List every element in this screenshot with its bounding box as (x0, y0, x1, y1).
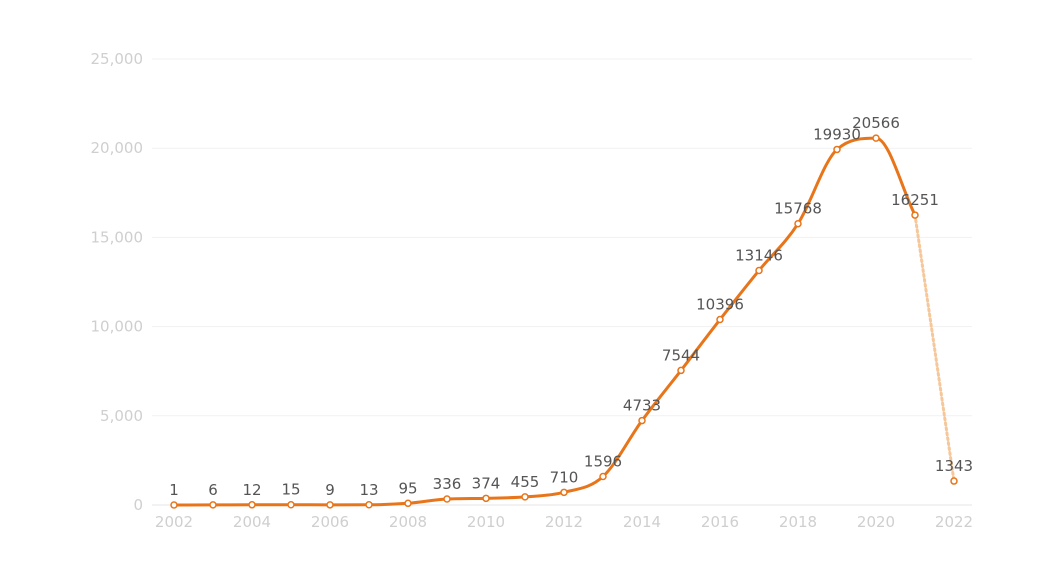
data-point (404, 499, 412, 508)
data-label: 455 (511, 473, 540, 491)
data-label: 374 (472, 474, 501, 492)
data-point (950, 477, 958, 485)
data-label: 6 (208, 481, 218, 499)
y-tick-label: 10,000 (91, 318, 144, 336)
data-point (677, 366, 685, 375)
x-tick-label: 2006 (311, 513, 349, 531)
data-label: 13 (359, 481, 378, 499)
data-point (443, 495, 451, 503)
data-point (170, 501, 178, 509)
x-tick-label: 2018 (779, 513, 817, 531)
data-point (287, 500, 295, 509)
data-point (326, 501, 334, 509)
data-label: 710 (550, 468, 579, 486)
data-label: 15 (281, 481, 300, 499)
series (172, 136, 956, 507)
data-point (482, 494, 490, 503)
y-tick-label: 15,000 (91, 228, 144, 246)
data-point (911, 211, 919, 219)
data-points (170, 134, 958, 509)
data-label: 15768 (774, 200, 822, 218)
x-tick-label: 2002 (155, 513, 193, 531)
data-labels: 1 6 12 15 9 13 95 336 374 455 710 1596 4733 7544 10396… (169, 114, 973, 499)
data-point (599, 472, 607, 481)
data-label: 10396 (696, 296, 744, 314)
data-point (833, 145, 841, 154)
data-point (209, 501, 217, 509)
data-label: 19930 (813, 125, 861, 143)
x-tick-label: 2022 (935, 513, 973, 531)
series-line-projected (913, 213, 956, 483)
data-label: 1596 (584, 453, 622, 471)
data-label: 12 (242, 481, 261, 499)
series-line (172, 136, 917, 507)
y-tick-label: 20,000 (91, 139, 144, 157)
x-tick-label: 2020 (857, 513, 895, 531)
data-point (716, 315, 724, 324)
x-axis-ticks: 2002 2004 2006 2008 2010 2012 2014 2016 2018 2020… (155, 513, 973, 531)
data-label: 4733 (623, 397, 661, 415)
x-tick-label: 2012 (545, 513, 583, 531)
data-label: 20566 (852, 114, 900, 132)
data-label: 95 (398, 479, 417, 497)
y-axis-ticks: 0 5,000 10,000 15,000 20,000 25,000 (91, 50, 144, 514)
data-label: 16251 (891, 191, 939, 209)
y-tick-label: 0 (133, 496, 143, 514)
data-point (560, 488, 568, 497)
data-point (521, 493, 529, 501)
data-point (248, 501, 256, 509)
y-tick-label: 25,000 (91, 50, 144, 68)
data-point (755, 266, 763, 275)
x-tick-label: 2004 (233, 513, 271, 531)
data-point (872, 134, 880, 142)
data-point (638, 416, 646, 425)
data-label: 7544 (662, 346, 700, 364)
y-tick-label: 5,000 (100, 407, 143, 425)
data-label: 336 (433, 475, 462, 493)
data-label: 9 (325, 481, 335, 499)
x-tick-label: 2016 (701, 513, 739, 531)
x-tick-label: 2014 (623, 513, 661, 531)
data-label: 13146 (735, 246, 783, 264)
data-point (365, 501, 373, 509)
x-tick-label: 2010 (467, 513, 505, 531)
data-label: 1343 (935, 457, 973, 475)
x-tick-label: 2008 (389, 513, 427, 531)
data-point (794, 219, 802, 228)
data-label: 1 (169, 481, 179, 499)
